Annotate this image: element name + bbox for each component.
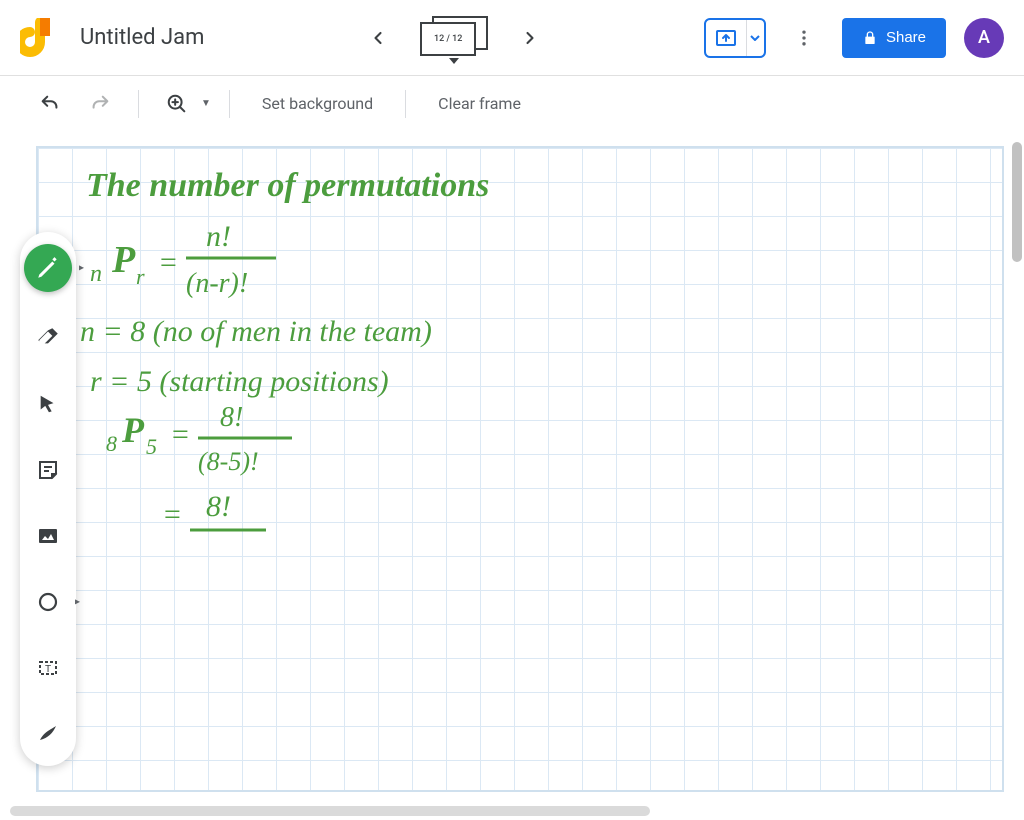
tool-palette: ▸ ▸ T: [20, 232, 76, 766]
laser-tool[interactable]: [28, 714, 68, 754]
account-avatar[interactable]: A: [964, 18, 1004, 58]
avatar-letter: A: [978, 27, 990, 48]
hw-5: 5: [146, 434, 157, 459]
hw-eq2: =: [170, 418, 190, 451]
share-button[interactable]: Share: [842, 18, 946, 58]
text-box-tool[interactable]: T: [28, 648, 68, 688]
frame-count-label: 12 / 12: [434, 34, 462, 44]
next-frame-button[interactable]: [518, 26, 542, 50]
more-options-button[interactable]: [784, 18, 824, 58]
eraser-tool[interactable]: [28, 318, 68, 358]
hw-title: The number of permutations: [86, 167, 489, 204]
present-dropdown-icon[interactable]: [746, 20, 764, 56]
header-actions: Share A: [704, 18, 1004, 58]
zoom-icon: [157, 84, 197, 124]
app-header: Untitled Jam 12 / 12 Share: [0, 0, 1024, 76]
handwritten-content: The number of permutations n P r = n! (n…: [36, 146, 1016, 786]
jamboard-logo-icon: [20, 18, 60, 58]
hw-frac-bot: (n-r)!: [186, 268, 248, 299]
document-title[interactable]: Untitled Jam: [80, 25, 204, 50]
pen-options-icon[interactable]: ▸: [79, 263, 84, 274]
horizontal-scrollbar[interactable]: [10, 806, 650, 816]
vertical-scrollbar[interactable]: [1012, 142, 1022, 262]
undo-button[interactable]: [30, 84, 70, 124]
shape-options-icon[interactable]: ▸: [75, 597, 80, 608]
sticky-note-tool[interactable]: [28, 450, 68, 490]
hw-eq1: =: [158, 246, 178, 279]
select-tool[interactable]: [28, 384, 68, 424]
separator: [229, 90, 230, 118]
canvas-area[interactable]: The number of permutations n P r = n! (n…: [0, 132, 1024, 820]
hw-calc-top: 8!: [220, 402, 243, 433]
set-background-button[interactable]: Set background: [248, 94, 387, 113]
zoom-control[interactable]: ▼: [157, 84, 211, 124]
shape-tool[interactable]: ▸: [28, 582, 68, 622]
prev-frame-button[interactable]: [366, 26, 390, 50]
lock-icon: [862, 30, 878, 46]
clear-frame-button[interactable]: Clear frame: [424, 94, 535, 113]
hw-calc-bot: (8-5)!: [198, 447, 259, 476]
hw-line-r: r = 5 (starting positions): [90, 365, 389, 398]
hw-n-sub: n: [90, 261, 102, 287]
separator: [138, 90, 139, 118]
hw-calc2-top: 8!: [206, 490, 231, 523]
svg-text:T: T: [45, 664, 51, 675]
hw-8: 8: [106, 431, 117, 456]
present-icon: [706, 30, 746, 46]
hw-P: P: [111, 239, 136, 281]
hw-line-n: n = 8 (no of men in the team): [80, 315, 432, 348]
frame-selector[interactable]: 12 / 12: [420, 16, 488, 60]
frame-nav: 12 / 12: [204, 16, 704, 60]
share-label: Share: [886, 29, 926, 46]
separator: [405, 90, 406, 118]
hw-eq3: =: [162, 498, 182, 531]
pen-tool[interactable]: ▸: [24, 244, 72, 292]
present-button[interactable]: [704, 18, 766, 58]
hw-r-sub: r: [136, 264, 145, 289]
hw-frac-top: n!: [206, 220, 231, 253]
toolbar: ▼ Set background Clear frame: [0, 76, 1024, 132]
zoom-dropdown-icon[interactable]: ▼: [201, 98, 211, 109]
hw-P2: P: [121, 410, 145, 450]
redo-button[interactable]: [80, 84, 120, 124]
image-tool[interactable]: [28, 516, 68, 556]
